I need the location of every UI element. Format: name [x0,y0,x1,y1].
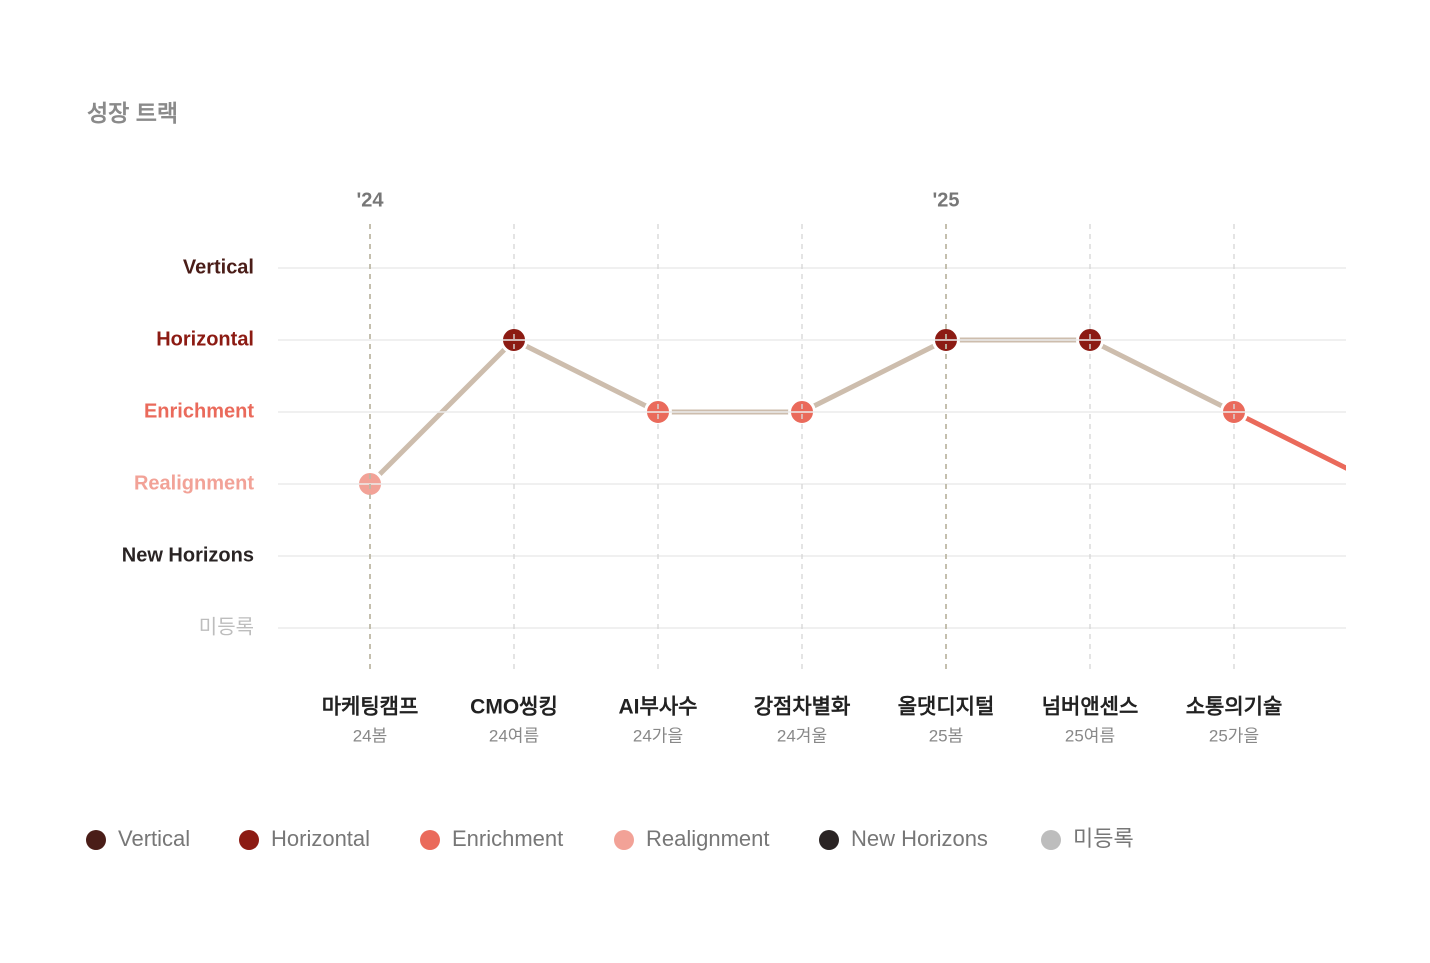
x-tick-label: CMO씽킹 [470,696,558,719]
legend-marker [86,830,106,850]
x-tick-label: AI부사수 [619,696,698,719]
x-sub-label: 25봄 [929,726,964,745]
legend-marker [239,830,259,850]
point [1366,472,1391,497]
y-tick-label: Enrichment [144,400,254,422]
x-sub-label: 24여름 [489,726,539,745]
legend-label: 미등록 [1073,826,1134,851]
year-label: '24 [356,189,384,211]
y-tick-label: New Horizons [122,544,254,566]
chart-title: 성장 트랙 [87,100,178,126]
y-tick-label: Realignment [134,472,254,494]
legend-label: Realignment [646,826,770,851]
legend-label: Vertical [118,826,190,851]
legend-marker [819,830,839,850]
x-tick-label: 소통의기술 [1186,696,1283,719]
x-sub-label: 24겨울 [777,726,827,745]
x-tick-label: 마케팅캠프 [322,696,419,719]
x-tick-label: 올댓디지털 [898,696,995,719]
x-sub-label: 25여름 [1065,726,1115,745]
x-sub-label: 24봄 [353,726,388,745]
legend-label: Horizontal [271,826,370,851]
y-tick-label: 미등록 [199,615,254,638]
legend-label: New Horizons [851,826,988,851]
year-label: '25 [932,189,959,211]
y-tick-label: Vertical [183,256,254,278]
legend-marker [614,830,634,850]
legend-marker [420,830,440,850]
x-tick-label: 넘버앤센스 [1042,696,1139,719]
legend-label: Enrichment [452,826,563,851]
x-sub-label: 25가을 [1209,726,1259,745]
x-tick-label: 강점차별화 [754,696,851,719]
legend-marker [1041,830,1061,850]
x-sub-label: 24가을 [633,726,683,745]
y-tick-label: Horizontal [156,328,254,350]
open-segment [1232,409,1346,471]
